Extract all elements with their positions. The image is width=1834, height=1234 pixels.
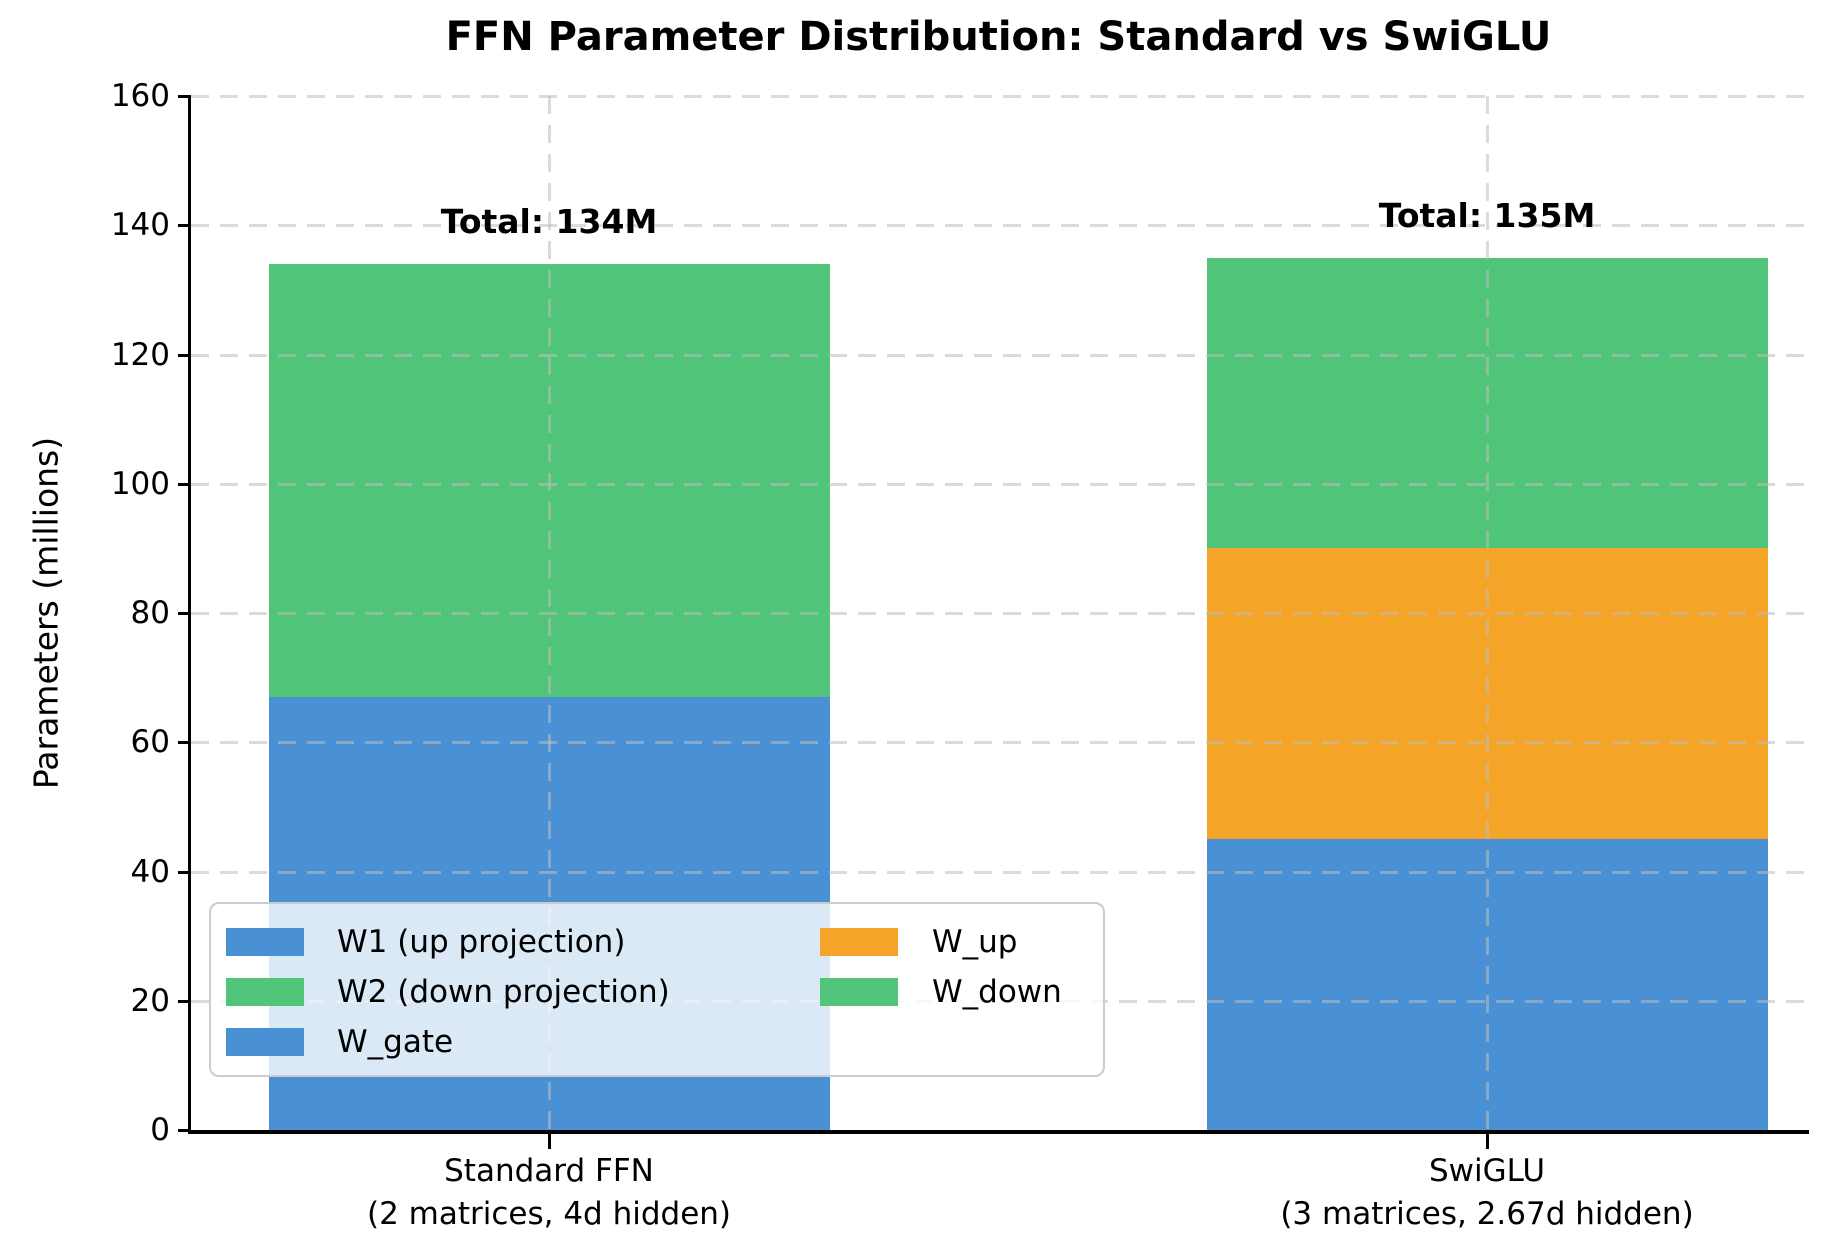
gridline-y-60 (191, 741, 1806, 745)
x-tick-label: Standard FFN (2 matrices, 4d hidden) (366, 1153, 732, 1232)
legend-label-w2: W2 (down projection) (337, 974, 670, 1010)
y-tick-label: 40 (130, 853, 170, 890)
y-tick-mark (178, 95, 191, 98)
gridline-y-120 (191, 353, 1806, 357)
y-tick-mark (178, 612, 191, 615)
y-tick-label: 80 (130, 595, 170, 631)
legend-label-wup: W_up (932, 924, 1018, 960)
legend-swatch-w1 (226, 928, 304, 956)
y-tick-mark (178, 741, 191, 745)
legend-label-wgate: W_gate (337, 1024, 454, 1060)
gridline-x-0 (548, 96, 551, 1130)
gridline-y-140 (191, 224, 1806, 228)
y-tick-label: 20 (130, 982, 170, 1019)
legend-label-w1: W1 (up projection) (337, 924, 626, 960)
legend-swatch-wdown (820, 978, 898, 1006)
y-tick-mark (178, 999, 191, 1003)
y-tick-label: 160 (110, 78, 170, 114)
gridline-y-40 (191, 870, 1806, 874)
y-axis-spine (188, 96, 191, 1133)
gridline-y-100 (191, 482, 1806, 486)
gridline-x-1 (1486, 96, 1489, 1130)
y-tick-label: 60 (130, 724, 170, 761)
x-tick-mark (548, 1134, 551, 1149)
y-tick-mark (178, 1129, 191, 1132)
gridline-y-80 (191, 612, 1806, 615)
y-tick-mark (178, 870, 191, 874)
y-tick-label: 0 (150, 1112, 170, 1148)
gridline-y-160 (191, 95, 1806, 98)
y-tick-label: 100 (110, 465, 170, 502)
legend-swatch-wup (820, 928, 898, 956)
legend-swatch-wgate (226, 1028, 304, 1056)
y-tick-label: 140 (110, 207, 170, 244)
legend-label-wdown: W_down (932, 974, 1062, 1010)
chart-title: FFN Parameter Distribution: Standard vs … (445, 14, 1552, 60)
y-tick-label: 120 (110, 336, 170, 373)
y-tick-mark (178, 482, 191, 486)
total-annotation: Total: 134M (440, 202, 658, 242)
legend: W1 (up projection) W2 (down projection) … (209, 902, 1105, 1077)
x-tick-mark (1486, 1134, 1489, 1149)
x-axis-spine (188, 1130, 1809, 1134)
x-tick-label: SwiGLU (3 matrices, 2.67d hidden) (1280, 1153, 1694, 1232)
y-tick-mark (178, 224, 191, 228)
y-tick-mark (178, 353, 191, 357)
legend-swatch-w2 (226, 978, 304, 1006)
total-annotation: Total: 135M (1378, 195, 1596, 235)
